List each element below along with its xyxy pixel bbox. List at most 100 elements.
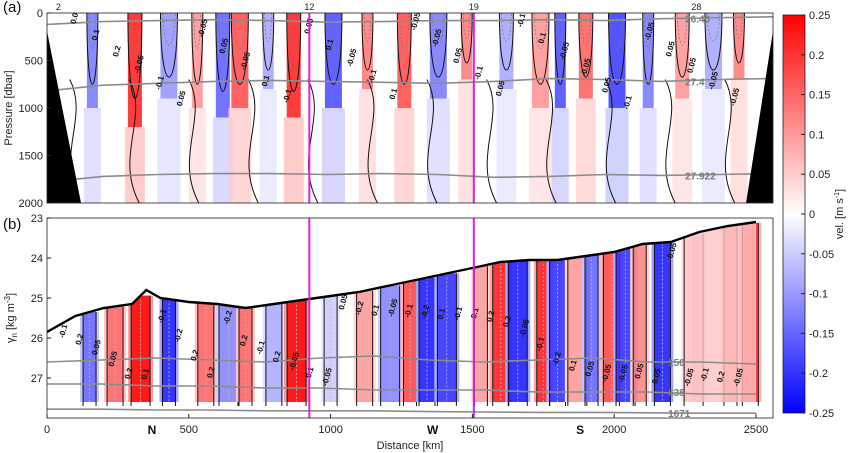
a-isopycnal-1 (47, 77, 773, 92)
b-core-edge-left-3 (159, 299, 163, 402)
a-core-11 (429, 13, 447, 99)
a-dashed-5 (232, 13, 247, 49)
a-station-label-0: 2 (56, 2, 61, 12)
cb-tick-label-5: 0 (809, 209, 815, 221)
b-contour-label-7: -0.2 (172, 327, 184, 343)
a-dashed-15 (556, 13, 565, 49)
a-contour-17 (608, 13, 627, 85)
a-station-label-2: 19 (469, 2, 479, 12)
panel-a-station-labels: 2 12 19 28 (56, 2, 702, 12)
a-dashed-3 (193, 13, 202, 49)
b-isoline-label-2: 1671 (668, 409, 691, 420)
a-tail-19 (672, 98, 693, 203)
b-core-edge-left-12 (400, 281, 404, 402)
b-core-edge-left-10 (353, 290, 357, 402)
b-core-1 (107, 306, 124, 402)
a-core-15 (554, 13, 566, 108)
a-tail-21 (730, 79, 748, 203)
a-contour-label-29: 0.05 (685, 56, 698, 74)
b-contour-label-39: -0.1 (699, 366, 711, 382)
panel-b-velocity-field (47, 218, 773, 406)
b-core-edge-right-28 (758, 222, 762, 402)
cb-tick-label-6: -0.05 (809, 249, 834, 261)
a-dashed-4 (217, 13, 229, 53)
b-core-edge-left-1 (104, 306, 108, 402)
b-contour-label-23: 0.1 (436, 307, 448, 321)
b-contour-label-26: 0.2 (485, 309, 497, 323)
a-core-9 (361, 13, 373, 89)
b-core-edge-left-7 (262, 304, 266, 402)
a-tail-11 (426, 98, 450, 203)
cb-tick-label-7: -0.1 (809, 289, 828, 301)
b-ytick-label-1: 24 (31, 253, 43, 265)
b-contour-label-13: 0.2 (271, 350, 283, 364)
colorbar-label-close: ] (834, 189, 846, 192)
a-contour-8 (324, 13, 343, 85)
b-core-edge-left-25 (651, 242, 655, 402)
b-contour-label-27: 0.2 (501, 314, 513, 328)
a-isopycnal-label-2: 27.922 (685, 171, 716, 182)
b-core-3 (162, 299, 176, 402)
a-contour-18 (642, 13, 655, 85)
b-xtick-label-5: 2500 (744, 424, 768, 436)
b-core-15 (474, 266, 488, 402)
a-core-6 (262, 13, 274, 89)
b-core-13 (419, 277, 436, 402)
b-core-19 (549, 260, 566, 402)
a-core-5 (231, 13, 249, 108)
b-ytick-label-2: 25 (31, 293, 43, 305)
a-contour-0 (86, 13, 99, 85)
cb-tick-label-1: 0.2 (809, 50, 824, 62)
a-core-12 (461, 13, 473, 80)
b-contour-label-11: 0.2 (238, 333, 250, 347)
b-core-edge-left-5 (216, 305, 219, 402)
a-tail-18 (639, 108, 657, 203)
b-surface-mask (47, 218, 773, 332)
a-isopycnal-label-1: 27.4 (685, 77, 705, 88)
b-core-edge-right-6 (252, 308, 256, 402)
a-dashed-7 (288, 13, 300, 53)
a-dashed-20 (706, 13, 721, 42)
a-station-label-3: 28 (691, 2, 701, 12)
a-dashed-2 (162, 13, 176, 46)
b-core-edge-right-3 (175, 299, 179, 402)
b-core-edge-right-24 (646, 244, 650, 402)
a-contour-label-9: 0.1 (260, 74, 272, 88)
b-core-edge-left-24 (630, 244, 634, 402)
a-dashed-10 (398, 13, 410, 49)
a-ytick-label-0: 0 (37, 8, 43, 20)
b-contour-label-5: 0.1 (139, 367, 151, 381)
a-tail-7 (283, 117, 304, 203)
b-contour-label-21: -0.1 (403, 302, 415, 318)
b-core-edge-left-20 (564, 257, 568, 402)
b-core-8 (287, 300, 307, 402)
b-isoline-0 (47, 355, 757, 365)
panel-a-y-ticks: 0 500 1000 1500 2000 (19, 8, 51, 210)
gamma-units-close: ] (5, 293, 17, 296)
b-core-edge-left-11 (377, 285, 381, 402)
panel-b-y-axis-label: γn [kg m-3] (3, 293, 19, 343)
a-dashed-18 (644, 13, 653, 49)
a-tail-6 (259, 89, 277, 203)
cb-tick-label-4: 0.05 (809, 169, 830, 181)
b-core-edge-left-26 (681, 234, 685, 402)
a-zero-contour-3 (247, 79, 259, 203)
b-core-edge-left-21 (582, 255, 585, 402)
a-tail-5 (228, 108, 252, 203)
a-ytick-label-4: 2000 (19, 198, 43, 210)
a-zero-contour-4 (307, 79, 319, 203)
b-core-edge-left-14 (434, 273, 438, 402)
a-contour-16 (578, 13, 594, 78)
b-isoline-2 (47, 408, 756, 414)
b-contour-label-12: -0.1 (255, 339, 267, 355)
a-dashed-9 (363, 13, 372, 42)
b-core-edge-right-4 (213, 303, 217, 402)
cb-tick-label-10: -0.25 (809, 408, 834, 420)
a-contour-13 (498, 13, 514, 71)
a-tail-9 (358, 89, 376, 203)
a-dashed-8 (326, 13, 341, 49)
a-zero-contour-9 (605, 79, 617, 203)
b-core-11 (380, 285, 400, 402)
